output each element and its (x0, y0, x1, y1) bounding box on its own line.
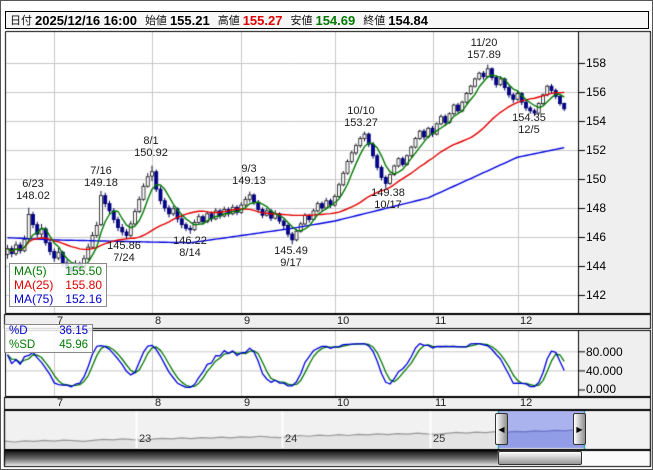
y-axis-tick: 158 (586, 56, 607, 70)
annotation-trough: 154.35 12/5 (512, 112, 546, 136)
ma25-legend-row: MA(25) 155.80 (14, 278, 102, 292)
year-label: 24 (285, 433, 298, 445)
y-axis-tick: 156 (586, 85, 607, 99)
low-label: 安値 (290, 15, 313, 27)
percent-d-row: %D 36.15 (9, 325, 88, 337)
annotation-peak: 7/16 149.18 (84, 165, 118, 189)
date-label: 日付 (10, 15, 32, 27)
navigator-selection-window[interactable] (508, 413, 573, 445)
month-label: 7 (57, 397, 64, 409)
y-axis-tick: 144 (586, 259, 607, 273)
percent-sd-row: %SD 45.96 (9, 338, 88, 351)
annotation-trough: 149.38 10/17 (371, 187, 405, 211)
quote-info-bar: 日付 2025/12/16 16:00 始値 155.21 高値 155.27 … (5, 11, 649, 29)
ma75-legend-row: MA(75) 152.16 (14, 292, 102, 306)
annotation-trough: 146.22 8/14 (173, 235, 207, 259)
annotation-peak: 8/1 150.92 (134, 135, 168, 159)
y-axis-tick: 152 (586, 143, 607, 157)
month-label: 12 (520, 315, 533, 327)
month-label: 11 (435, 397, 447, 409)
month-label: 9 (244, 397, 251, 409)
month-label: 11 (435, 315, 447, 327)
annotation-peak: 10/10 153.27 (344, 105, 378, 129)
y-axis-tick: 150 (586, 172, 607, 186)
annotation-peak: 6/23 148.02 (16, 178, 50, 202)
horizontal-scrollbar-thumb[interactable] (498, 451, 582, 465)
month-label: 7 (57, 315, 64, 327)
y-axis-tick: 142 (586, 288, 607, 302)
high-value: 155.27 (242, 12, 283, 28)
y-axis-tick: 154 (586, 114, 607, 128)
stoch-scale-tick: 80.000 (586, 345, 623, 359)
annotation-trough: 145.49 9/17 (274, 245, 308, 269)
stoch-scale-tick: 40.000 (586, 364, 623, 378)
stochastic-legend: %D 36.15 %SD 45.96 (4, 324, 93, 353)
navigator-left-handle-button[interactable]: ◀ (495, 413, 508, 445)
month-label: 10 (337, 315, 350, 327)
open-label: 始値 (144, 15, 167, 27)
month-label: 12 (520, 397, 533, 409)
month-label: 10 (337, 397, 350, 409)
date-value: 2025/12/16 16:00 (35, 12, 137, 28)
open-value: 155.21 (169, 12, 210, 28)
year-label: 23 (139, 433, 152, 445)
navigator-right-handle-button[interactable]: ▶ (573, 413, 586, 445)
y-axis-tick: 146 (586, 230, 607, 244)
annotation-peak: 9/3 149.13 (232, 163, 266, 187)
stoch-scale-tick: 0.000 (586, 382, 617, 396)
left-arrow-icon: ◀ (498, 424, 505, 434)
close-value: 154.84 (388, 12, 428, 28)
y-axis-tick: 148 (586, 201, 607, 215)
year-label: 25 (433, 433, 446, 445)
ma-legend: MA(5) 155.50 MA(25) 155.80 MA(75) 152.16 (9, 263, 107, 307)
annotation-peak: 11/20 157.89 (467, 37, 501, 61)
right-arrow-icon: ▶ (576, 424, 583, 434)
ma5-legend-row: MA(5) 155.50 (14, 264, 102, 278)
high-label: 高値 (217, 15, 240, 27)
low-value: 154.69 (315, 12, 356, 28)
month-label: 9 (244, 315, 251, 327)
month-label: 8 (155, 397, 162, 409)
close-label: 終値 (363, 15, 386, 27)
annotation-trough: 145.86 7/24 (107, 240, 141, 264)
month-label: 8 (155, 315, 162, 327)
